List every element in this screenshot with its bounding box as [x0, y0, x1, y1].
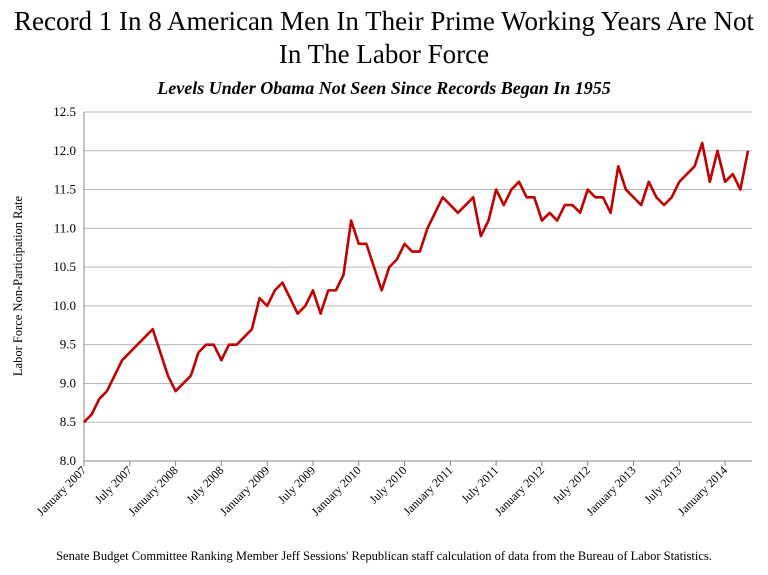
chart-subtitle: Levels Under Obama Not Seen Since Record…	[157, 78, 611, 98]
x-tick-label: January 2008	[125, 463, 180, 518]
x-tick-label: January 2010	[308, 463, 363, 518]
x-tick-label: July 2007	[92, 463, 135, 506]
x-tick-label: July 2012	[550, 463, 593, 506]
x-tick-label: July 2011	[458, 463, 501, 506]
footnote: Senate Budget Committee Ranking Member J…	[56, 549, 712, 563]
y-tick-label: 11.0	[54, 220, 76, 235]
x-tick-label: January 2007	[34, 463, 89, 518]
y-tick-label: 10.0	[53, 298, 76, 313]
y-tick-label: 8.5	[60, 414, 76, 429]
y-axis-label: Labor Force Non-Participation Rate	[11, 195, 25, 376]
y-tick-label: 8.0	[60, 453, 76, 468]
y-tick-label: 12.5	[53, 104, 76, 119]
y-tick-label: 9.0	[60, 375, 76, 390]
x-tick-label: January 2011	[400, 463, 455, 518]
y-tick-label: 9.5	[60, 337, 76, 352]
chart-title: Record 1 In 8 American Men In Their Prim…	[14, 6, 754, 69]
y-tick-label: 12.0	[53, 143, 76, 158]
y-tick-label: 11.5	[54, 182, 76, 197]
x-tick-label: January 2009	[217, 463, 272, 518]
x-tick-label: January 2012	[492, 463, 547, 518]
x-tick-label: January 2014	[675, 463, 730, 518]
y-tick-label: 10.5	[53, 259, 76, 274]
data-line	[83, 141, 750, 424]
x-tick-label: July 2010	[367, 463, 410, 506]
x-tick-label: July 2008	[183, 463, 226, 506]
x-tick-label: January 2013	[583, 463, 638, 518]
x-tick-label: July 2013	[641, 463, 684, 506]
x-tick-label: July 2009	[275, 463, 318, 506]
